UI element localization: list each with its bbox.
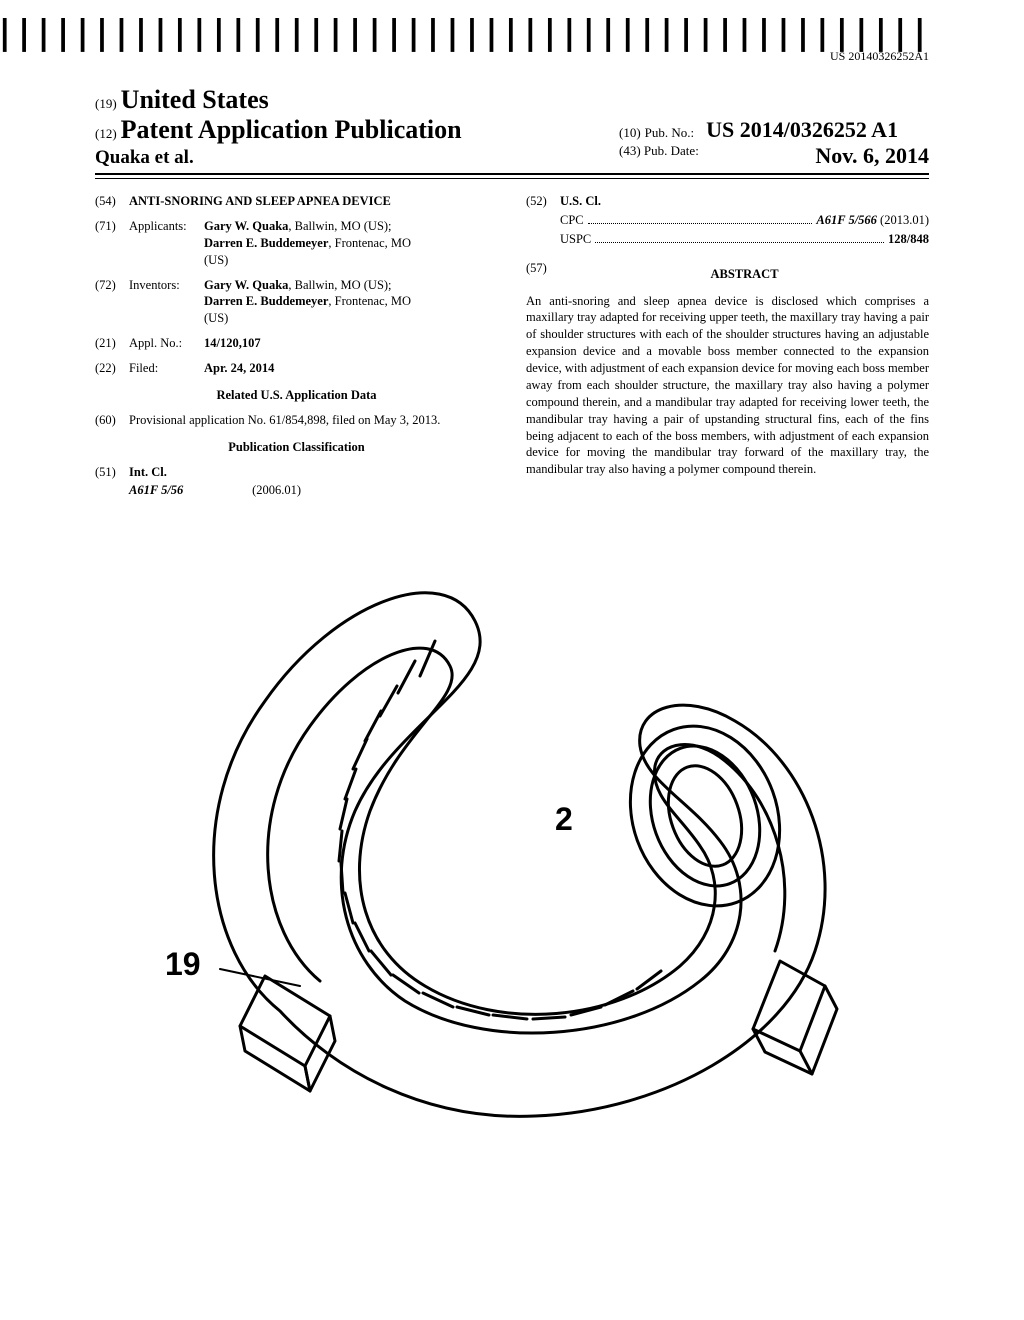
entry-51: (51) Int. Cl. (95, 464, 498, 481)
pubdate-line: (43) Pub. Date: Nov. 6, 2014 (619, 143, 929, 169)
pubdate-left: (43) Pub. Date: (619, 143, 699, 169)
code-43: (43) (619, 143, 641, 158)
inventor2-name: Darren E. Buddemeyer (204, 294, 328, 308)
spacer (526, 212, 560, 229)
provisional: Provisional application No. 61/854,898, … (129, 412, 498, 429)
patent-page: ||||||||||||||||||||||||||||||||||||||||… (0, 0, 1024, 1320)
pubdate-label: Pub. Date: (644, 143, 699, 158)
label-applno: Appl. No.: (129, 335, 204, 352)
header-right: (10) Pub. No.: US 2014/0326252 A1 (43) P… (619, 117, 929, 169)
code-54: (54) (95, 193, 129, 210)
header-rule (95, 178, 929, 179)
right-column: (52) U.S. Cl. CPC A61F 5/566 (2013.01) U… (526, 193, 929, 507)
entry-22: (22) Filed: Apr. 24, 2014 (95, 360, 498, 377)
cpc-row: CPC A61F 5/566 (2013.01) (526, 212, 929, 229)
figure: 2 19 (95, 531, 929, 1151)
figure-label-2: 2 (555, 801, 573, 838)
pubno-label: Pub. No.: (645, 125, 694, 140)
entry-52: (52) U.S. Cl. (526, 193, 929, 210)
classification-title: Publication Classification (95, 439, 498, 456)
uspc-lead: USPC (560, 231, 591, 248)
inventor1-rest: , Ballwin, MO (US); (288, 278, 391, 292)
entry-54: (54) ANTI-SNORING AND SLEEP APNEA DEVICE (95, 193, 498, 210)
header-row: (12) Patent Application Publication Quak… (95, 115, 929, 175)
code-22: (22) (95, 360, 129, 377)
inventor2-rest2: (US) (204, 311, 228, 325)
authors: Quaka et al. (95, 147, 462, 169)
dots-icon (588, 213, 813, 224)
header: (19) United States (12) Patent Applicati… (95, 85, 929, 179)
dots-icon (595, 232, 884, 243)
cpc-lead: CPC (560, 212, 584, 229)
cpc-line: CPC A61F 5/566 (2013.01) (560, 212, 929, 229)
cpc-tail: A61F 5/566 (2013.01) (816, 212, 929, 229)
entry-72: (72) Inventors: Gary W. Quaka, Ballwin, … (95, 277, 498, 328)
entry-57: (57) ABSTRACT (526, 260, 929, 293)
uspc-line: USPC 128/848 (560, 231, 929, 248)
inventor1-name: Gary W. Quaka (204, 278, 288, 292)
inventor2-rest: , Frontenac, MO (328, 294, 411, 308)
country-line: (19) United States (95, 85, 929, 115)
abstract-title: ABSTRACT (560, 266, 929, 283)
figure-label-19: 19 (165, 946, 201, 983)
intcl-label: Int. Cl. (129, 464, 498, 481)
pub-type: Patent Application Publication (121, 115, 462, 144)
bibliographic-data: (54) ANTI-SNORING AND SLEEP APNEA DEVICE… (95, 193, 929, 507)
pubno: US 2014/0326252 A1 (706, 117, 898, 142)
code-21: (21) (95, 335, 129, 352)
filed: Apr. 24, 2014 (204, 360, 498, 377)
entry-71: (71) Applicants: Gary W. Quaka, Ballwin,… (95, 218, 498, 269)
left-column: (54) ANTI-SNORING AND SLEEP APNEA DEVICE… (95, 193, 498, 507)
inventors: Gary W. Quaka, Ballwin, MO (US); Darren … (204, 277, 498, 328)
code-71: (71) (95, 218, 129, 269)
intcl-class: A61F 5/56 (129, 482, 249, 499)
spacer (526, 231, 560, 248)
code-52: (52) (526, 193, 560, 210)
code-57: (57) (526, 260, 560, 293)
uscl-label: U.S. Cl. (560, 193, 929, 210)
applicant2-rest2: (US) (204, 253, 228, 267)
applicants: Gary W. Quaka, Ballwin, MO (US); Darren … (204, 218, 498, 269)
applno: 14/120,107 (204, 335, 498, 352)
label-inventors: Inventors: (129, 277, 204, 328)
title: ANTI-SNORING AND SLEEP APNEA DEVICE (129, 193, 498, 210)
label-filed: Filed: (129, 360, 204, 377)
uspc-tail: 128/848 (888, 231, 929, 248)
cpc-class: A61F 5/566 (816, 213, 877, 227)
code-10: (10) (619, 125, 641, 140)
code-60: (60) (95, 412, 129, 429)
applicant2-rest: , Frontenac, MO (328, 236, 411, 250)
cpc-ver: (2013.01) (877, 213, 929, 227)
code-72: (72) (95, 277, 129, 328)
applicant1-rest: , Ballwin, MO (US); (288, 219, 391, 233)
pubno-line: (10) Pub. No.: US 2014/0326252 A1 (619, 117, 929, 143)
code-12: (12) (95, 126, 117, 141)
related-title: Related U.S. Application Data (95, 387, 498, 404)
spacer (95, 482, 129, 499)
country-name: United States (121, 85, 269, 114)
code-51: (51) (95, 464, 129, 481)
pubdate: Nov. 6, 2014 (815, 143, 929, 169)
intcl-row: A61F 5/56 (2006.01) (129, 482, 498, 499)
barcode-block: ||||||||||||||||||||||||||||||||||||||||… (0, 20, 929, 64)
intcl-ver: (2006.01) (252, 483, 301, 497)
barcode-graphic: ||||||||||||||||||||||||||||||||||||||||… (0, 20, 929, 47)
header-left: (12) Patent Application Publication Quak… (95, 115, 462, 169)
abstract-body: An anti-snoring and sleep apnea device i… (526, 293, 929, 479)
code-19: (19) (95, 96, 117, 111)
entry-60: (60) Provisional application No. 61/854,… (95, 412, 498, 429)
pub-type-line: (12) Patent Application Publication (95, 115, 462, 145)
uspc-row: USPC 128/848 (526, 231, 929, 248)
entry-21: (21) Appl. No.: 14/120,107 (95, 335, 498, 352)
applicant2-name: Darren E. Buddemeyer (204, 236, 328, 250)
label-applicants: Applicants: (129, 218, 204, 269)
entry-51-values: A61F 5/56 (2006.01) (95, 482, 498, 499)
tray-drawing (145, 531, 885, 1151)
applicant1-name: Gary W. Quaka (204, 219, 288, 233)
